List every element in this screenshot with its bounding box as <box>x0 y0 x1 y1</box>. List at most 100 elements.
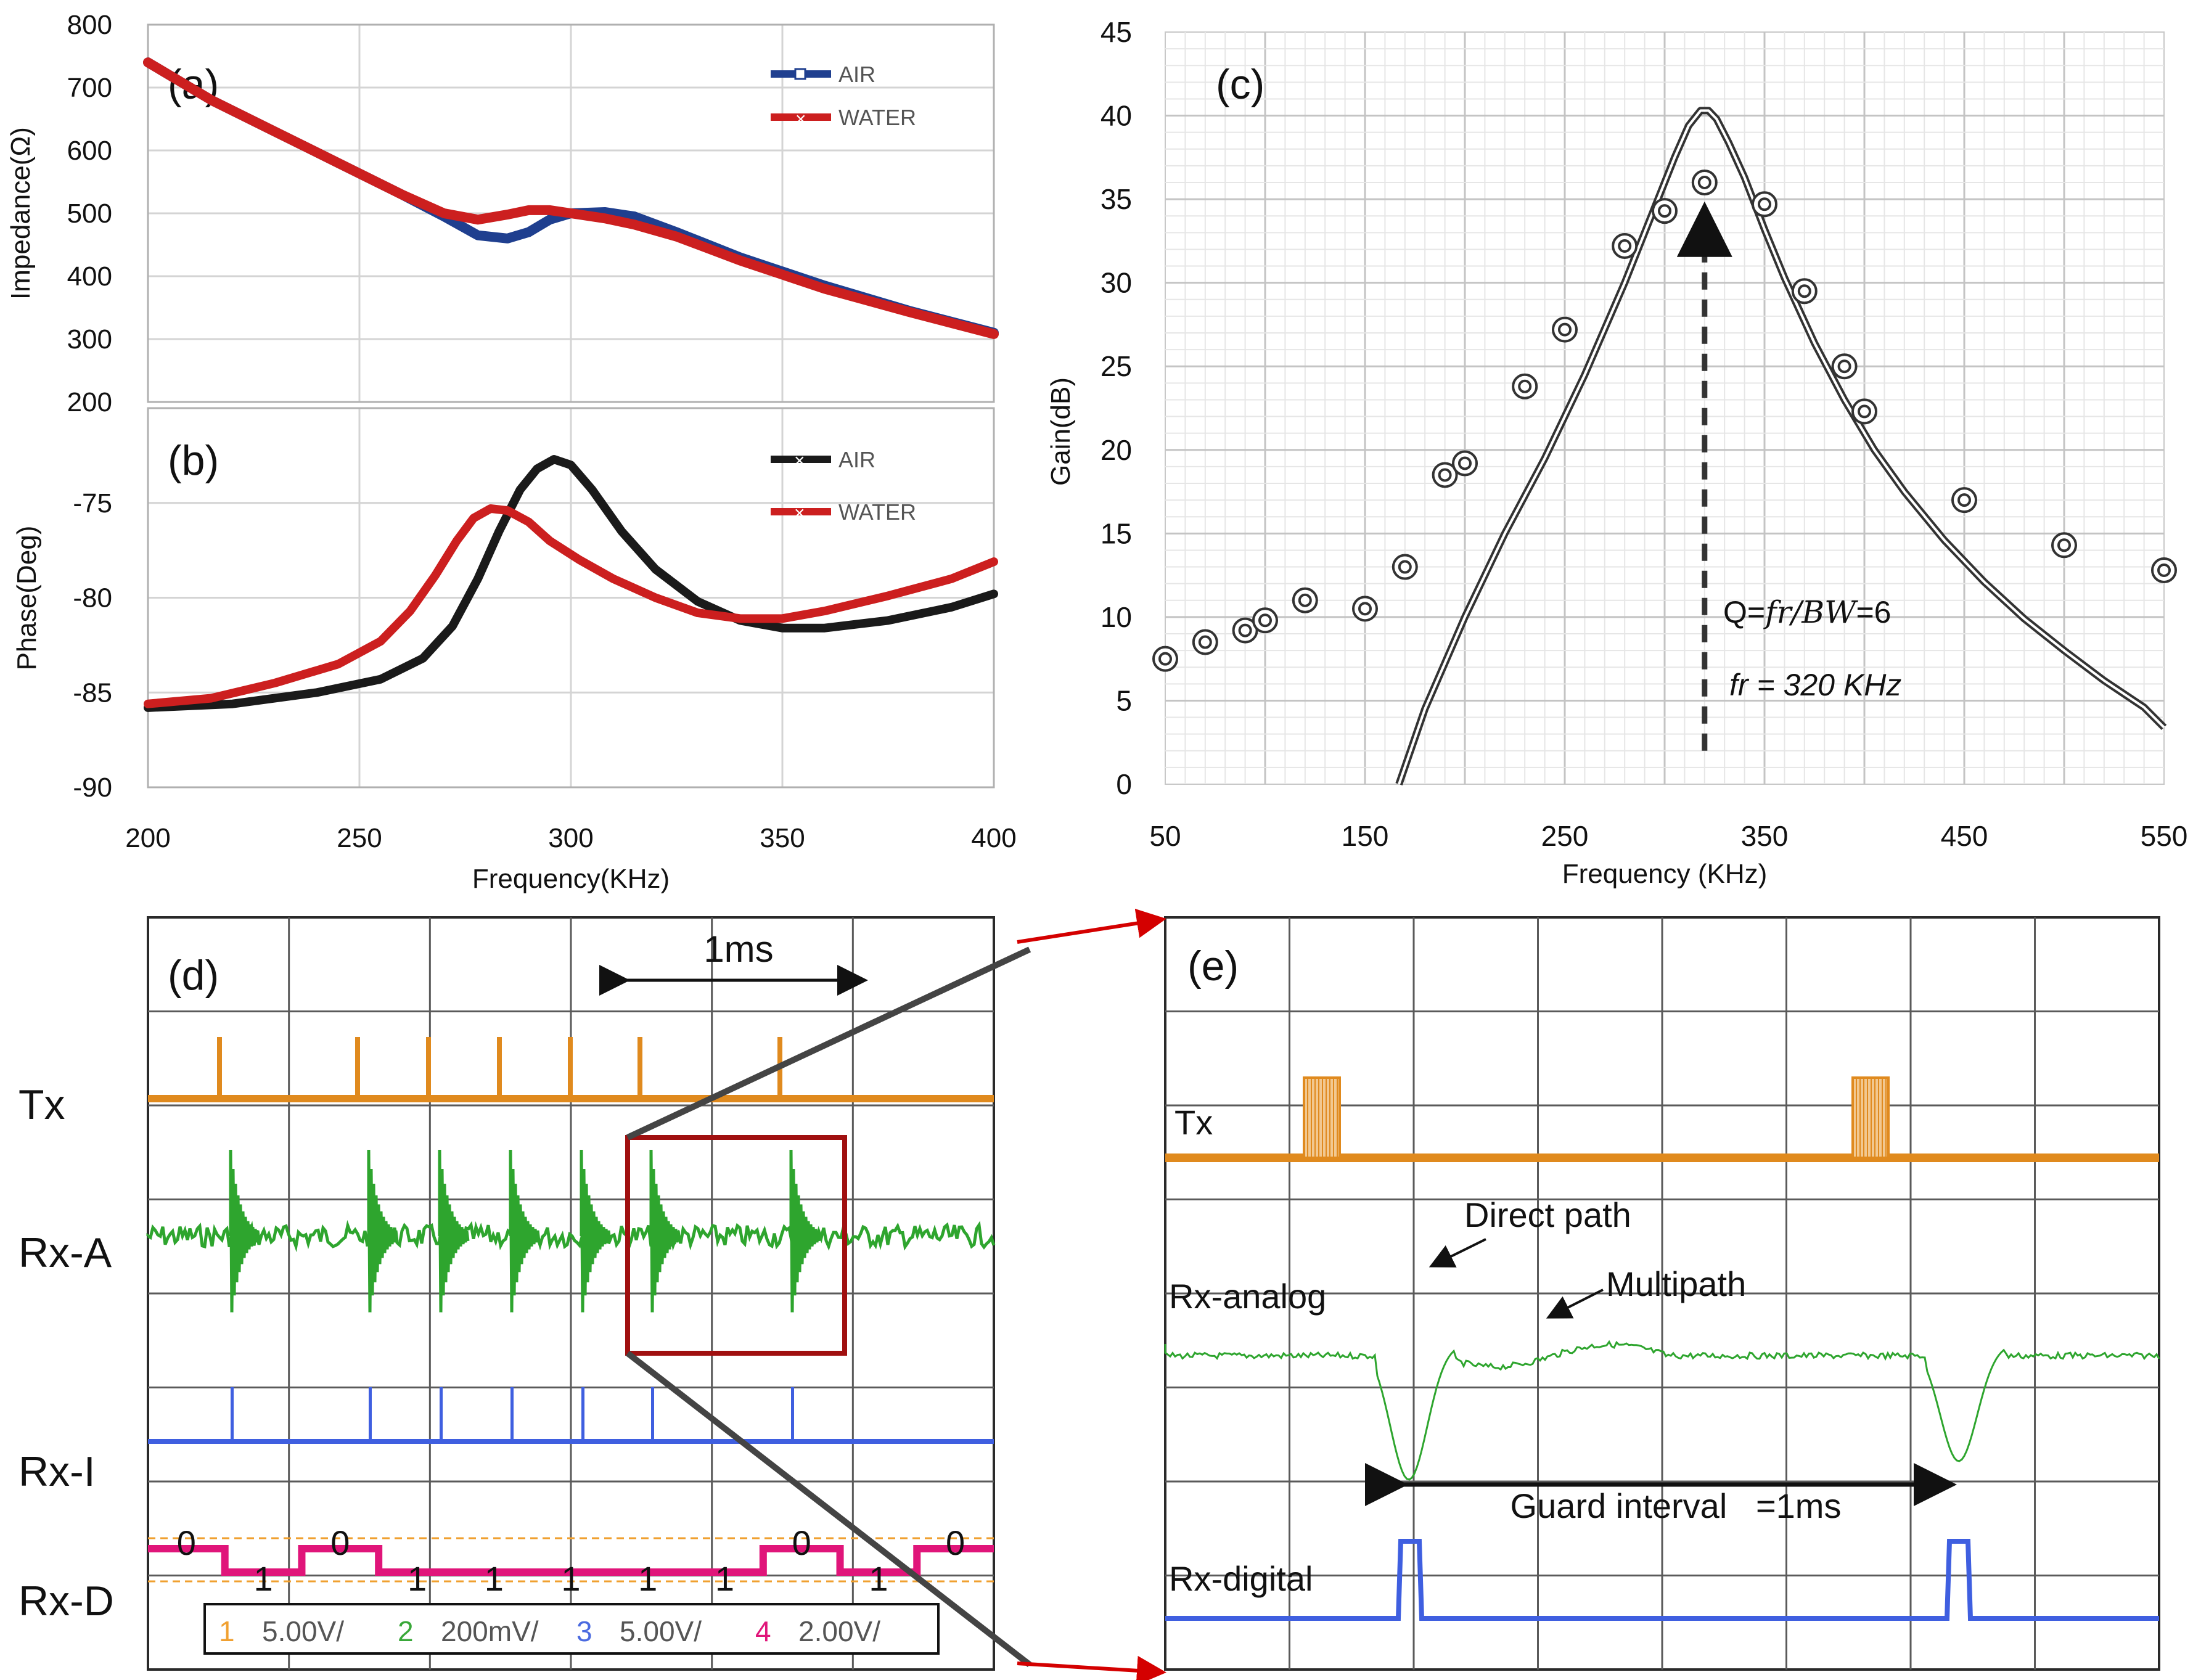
panel-b-label: (b) <box>168 437 219 484</box>
tx-pulse <box>426 1037 431 1099</box>
x-tick-label: 250 <box>337 823 382 853</box>
data-point <box>2151 557 2177 583</box>
panel-b-legend: × AIR × WATER <box>771 447 916 525</box>
data-point <box>1951 487 1977 514</box>
tx-burst <box>1851 1076 1890 1159</box>
rx-d-trace <box>148 1545 994 1576</box>
data-point <box>1432 462 1458 488</box>
data-point <box>1552 316 1578 343</box>
rx-a-burst <box>438 1149 470 1313</box>
panel-a-legend-air: AIR <box>838 62 875 87</box>
rx-a-burst <box>509 1149 541 1313</box>
rx-i-pulse <box>231 1387 234 1441</box>
x-tick-label: 300 <box>548 823 593 853</box>
zoom-connectors <box>625 908 1166 1680</box>
legend-channel-number: 3 <box>576 1615 592 1647</box>
data-point <box>1252 607 1278 634</box>
rx-a-burst <box>789 1149 821 1313</box>
panel-a-legend: AIR × WATER <box>771 62 916 130</box>
data-point <box>1392 554 1418 580</box>
y-tick-label: 25 <box>1101 350 1132 382</box>
data-point <box>1652 198 1678 224</box>
rx-a-trace <box>146 1219 996 1253</box>
data-point <box>1452 450 1478 477</box>
panel-b-ylabel: Phase(Deg) <box>12 526 42 671</box>
x-tick-label: 550 <box>2141 820 2188 852</box>
tx-burst <box>1303 1076 1341 1159</box>
zoom-arrow-top <box>1017 908 1166 944</box>
panel-d-rxd-label: Rx-D <box>18 1578 114 1625</box>
panel-b-series <box>144 455 998 712</box>
data-point <box>1612 233 1638 260</box>
svg-text:×: × <box>794 451 805 471</box>
series-line-water <box>143 57 999 339</box>
bit-label: 0 <box>177 1523 196 1562</box>
bit-label: 0 <box>792 1523 811 1562</box>
y-tick-label: 800 <box>67 10 112 40</box>
data-point <box>1232 617 1258 644</box>
panel-c-label: (c) <box>1216 61 1265 108</box>
svg-text:×: × <box>794 503 805 523</box>
bit-label: 1 <box>638 1559 657 1598</box>
panel-d-traces <box>146 1037 996 1583</box>
panel-b-legend-air: AIR <box>838 447 875 472</box>
panel-b: -75-80-85-90 200 250 300 350 400 Phase(Deg) … <box>12 407 1017 894</box>
panel-e-guard-label: Guard interval =1ms <box>1511 1486 1842 1525</box>
panel-e-multipath-label: Multipath <box>1606 1264 1746 1303</box>
panel-c-q-prefix: Q= <box>1723 595 1765 629</box>
y-tick-label: -85 <box>73 678 112 708</box>
rx-i-pulse <box>369 1387 372 1441</box>
y-tick-label: 30 <box>1101 267 1132 299</box>
bit-label: 1 <box>715 1559 734 1598</box>
data-point <box>1851 398 1877 425</box>
panel-b-x-ticks: 200 250 300 350 400 <box>125 823 1016 853</box>
panel-c-xlabel: Frequency (KHz) <box>1562 859 1768 889</box>
rx-i-pulse <box>791 1387 794 1441</box>
legend-channel-scale: 5.00V/ <box>620 1615 702 1647</box>
rx-a-burst <box>580 1149 612 1313</box>
bit-label: 1 <box>254 1559 273 1598</box>
panel-c-fr-value: = 320 KHz <box>1748 668 1902 702</box>
tx-pulse <box>217 1037 222 1099</box>
y-tick-label: 500 <box>67 199 112 229</box>
y-tick-label: 400 <box>67 261 112 292</box>
bit-label: 0 <box>330 1523 350 1562</box>
legend-channel-number: 4 <box>755 1615 771 1647</box>
zoom-arrow-bottom <box>1017 1655 1166 1680</box>
rx-a-burst <box>649 1149 681 1313</box>
rx-analog-trace <box>1164 1340 2160 1481</box>
panel-e-direct-path-label: Direct path <box>1464 1195 1631 1234</box>
panel-d-label: (d) <box>168 952 219 999</box>
data-point <box>1791 278 1818 305</box>
bit-label: 1 <box>561 1559 580 1598</box>
rx-i-pulse <box>510 1387 514 1441</box>
panel-a-ylabel: Impedance(Ω) <box>6 127 36 300</box>
tx-pulse <box>637 1037 642 1099</box>
series-line-water <box>144 504 998 708</box>
x-tick-label: 150 <box>1342 820 1389 852</box>
x-tick-label: 350 <box>760 823 805 853</box>
panel-c-y-ticks: 45 40 35 30 25 20 15 10 5 0 <box>1101 16 1132 800</box>
bit-label: 0 <box>946 1523 965 1562</box>
x-tick-label: 250 <box>1541 820 1589 852</box>
panel-c-q-formula: fr/BW <box>1763 594 1858 630</box>
panel-c-x-ticks: 50 150 250 350 450 550 <box>1149 820 2187 852</box>
panel-b-y-ticks: -75 -80 -85 -90 <box>73 488 112 803</box>
panel-e-multipath-arrow <box>1546 1289 1604 1319</box>
panel-d-zoom-box <box>625 1135 847 1356</box>
panel-c-fr-symbol: fr <box>1729 668 1750 702</box>
legend-channel-number: 1 <box>219 1615 235 1647</box>
model-curve-inner <box>1398 109 2165 785</box>
panel-a-y-ticks: 800 700 600 500 400 300 200 <box>67 10 112 417</box>
y-tick-label: 5 <box>1116 684 1132 716</box>
y-tick-label: -80 <box>73 583 112 613</box>
panel-e-label: (e) <box>1187 943 1239 990</box>
bit-label: 1 <box>485 1559 504 1598</box>
x-tick-label: 400 <box>971 823 1016 853</box>
panel-e-direct-path-arrow <box>1429 1238 1486 1268</box>
panel-e: (e) Tx Rx-analog Rx-digital Direct path … <box>1164 916 2160 1671</box>
panel-d-channel-legend <box>203 1603 940 1655</box>
y-tick-label: 600 <box>67 136 112 166</box>
